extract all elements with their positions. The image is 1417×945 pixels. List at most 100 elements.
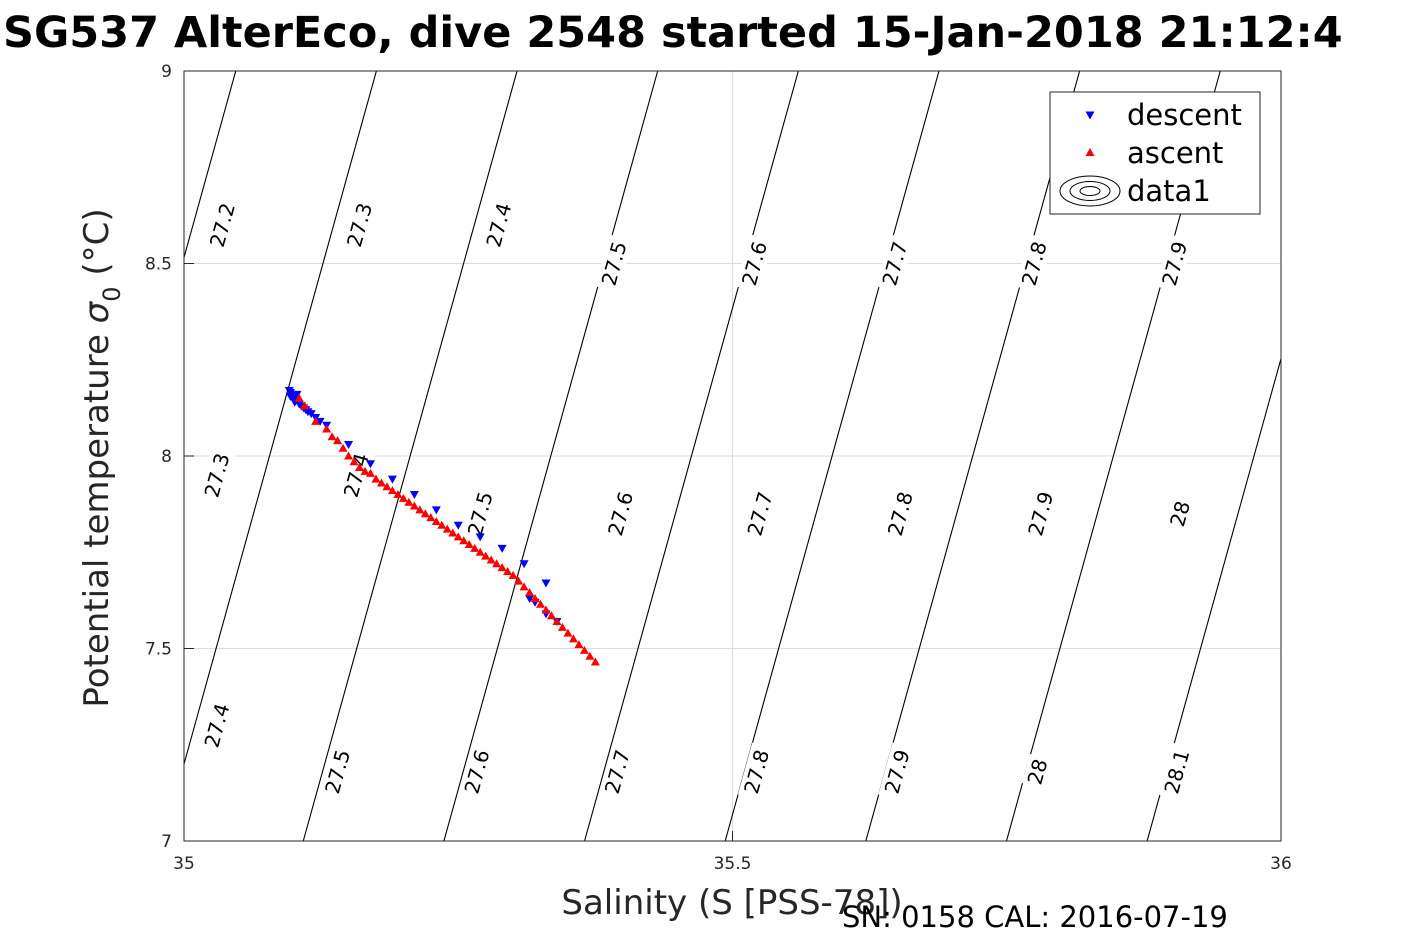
ascent-point-28 — [459, 536, 469, 545]
ascent-point-23 — [431, 516, 441, 525]
ascent-point-25 — [442, 524, 452, 533]
ascent-point-51 — [585, 651, 595, 660]
ascent-point-35 — [497, 563, 507, 572]
contour-label-bg-4 — [735, 234, 774, 293]
descent-point-27 — [541, 579, 551, 588]
chart-title: SG537 AlterEco, dive 2548 started 15-Jan… — [3, 8, 1343, 58]
ascent-point-33 — [486, 555, 496, 564]
y-axis-label-main: Potential temperature — [77, 323, 117, 707]
ascent-point-15 — [387, 486, 397, 495]
contour-label-bg-9 — [337, 446, 376, 505]
ascent-point-32 — [481, 551, 491, 560]
ascent-point-16 — [393, 490, 403, 498]
descent-point-18 — [344, 440, 354, 449]
contour-label-bg-10 — [461, 484, 499, 543]
contour-label-bg-12 — [741, 484, 779, 543]
footer-calibration: SN: 0158 CAL: 2016-07-19 — [842, 900, 1228, 934]
contour-label-bg-2 — [480, 195, 518, 255]
ascent-point-49 — [574, 640, 584, 649]
contour-label-bg-8 — [198, 446, 236, 505]
legend-descent-marker — [1085, 111, 1095, 120]
contour-label-bg-14 — [1021, 484, 1060, 543]
x-axis-label: Salinity (S [PSS-78]) — [561, 883, 902, 923]
density-contour-7 — [724, 71, 940, 841]
density-contour-10 — [1146, 356, 1281, 841]
contour-label-bg-13 — [881, 484, 920, 543]
ascent-point-41 — [530, 593, 540, 602]
x-tick-label-0: 35 — [173, 854, 195, 874]
density-contour-6 — [584, 71, 799, 841]
ascent-point-45 — [552, 617, 562, 626]
y-tick-label-2: 8 — [161, 447, 172, 467]
ascent-point-38 — [514, 576, 524, 585]
ascent-point-18 — [404, 497, 414, 506]
contour-label-bg-21 — [878, 742, 916, 801]
ascent-point-17 — [398, 493, 408, 502]
descent-point-20 — [387, 475, 397, 484]
descent-point-26 — [519, 560, 529, 569]
legend-ascent-label: ascent — [1127, 136, 1223, 170]
ascent-point-3 — [322, 424, 332, 433]
ascent-point-13 — [376, 478, 386, 487]
x-tick-label-2: 36 — [1270, 854, 1292, 874]
descent-point-24 — [475, 533, 485, 542]
contour-label-bg-16 — [198, 696, 236, 755]
x-axis-ticks: 35 35.5 36 — [173, 831, 1292, 874]
y-tick-label-3: 8.5 — [145, 255, 172, 275]
ascent-point-48 — [568, 634, 578, 643]
ascent-point-9 — [355, 463, 365, 472]
y-axis-label-unit: (°C) — [77, 208, 117, 286]
ascent-point-6 — [338, 443, 348, 452]
descent-point-16 — [315, 417, 325, 426]
ascent-point-37 — [508, 570, 518, 579]
descent-point-19 — [365, 460, 375, 469]
ascent-point-43 — [541, 605, 551, 614]
ascent-point-21 — [420, 509, 430, 518]
legend-contour-icon — [1059, 175, 1121, 207]
contour-label-bg-18 — [458, 742, 496, 801]
contour-label-bg-20 — [737, 742, 776, 801]
ascent-point-44 — [546, 611, 556, 620]
contour-label-bg-23 — [1157, 742, 1196, 801]
ascent-point-19 — [409, 501, 419, 510]
ascent-point-7 — [344, 451, 354, 460]
y-axis-label: Potential temperature σ0 (°C) — [77, 208, 126, 707]
ascent-point-31 — [475, 547, 485, 556]
contour-label-21: 27.9 — [878, 742, 916, 801]
ascent-point-12 — [371, 474, 381, 483]
contour-label-bg-5 — [876, 234, 914, 293]
ascent-point-24 — [437, 520, 447, 529]
descent-point-21 — [409, 491, 419, 499]
contour-label-bg-22 — [1021, 754, 1054, 790]
ascent-point-42 — [536, 599, 546, 608]
ascent-point-0 — [294, 393, 304, 402]
ascent-point-8 — [349, 457, 359, 466]
ascent-point-20 — [415, 505, 425, 514]
density-contour-5 — [443, 71, 659, 841]
legend-descent-label: descent — [1127, 98, 1242, 132]
ascent-point-46 — [557, 622, 567, 631]
ascent-point-11 — [365, 468, 375, 477]
ascent-point-34 — [492, 559, 502, 568]
ascent-point-14 — [382, 482, 392, 491]
density-contour-4 — [302, 71, 518, 841]
contour-label-bg-7 — [1155, 234, 1194, 293]
ascent-point-50 — [579, 645, 589, 654]
contour-label-bg-6 — [1015, 234, 1053, 293]
legend-ascent-marker — [1085, 148, 1095, 156]
ascent-point-27 — [453, 532, 463, 541]
ascent-point-30 — [470, 543, 480, 552]
ascent-point-26 — [448, 528, 458, 537]
y-axis-ticks: 7 7.5 8 8.5 9 — [145, 62, 194, 852]
ascent-point-40 — [525, 588, 535, 597]
ascent-point-36 — [503, 567, 513, 575]
ascent-point-4 — [327, 432, 337, 441]
ascent-point-47 — [563, 628, 573, 637]
contour-label-8: 27.3 — [198, 446, 236, 505]
contour-label-bg-3 — [595, 234, 633, 293]
ascent-point-1 — [300, 401, 310, 410]
y-tick-label-0: 7 — [161, 832, 172, 852]
y-tick-label-1: 7.5 — [145, 640, 172, 660]
ascent-point-2 — [311, 416, 321, 425]
